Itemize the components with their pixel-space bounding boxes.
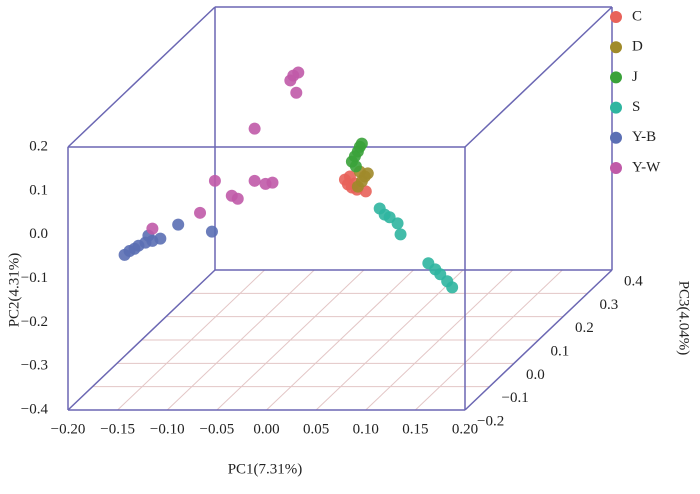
data-point — [290, 86, 303, 99]
y-axis-label: PC2(4.31%) — [6, 253, 22, 328]
z-tick-label: −0.2 — [477, 413, 504, 429]
legend-label: Y-W — [632, 159, 661, 175]
z-tick-label: 0.1 — [551, 343, 570, 359]
z-tick-label: 0.2 — [575, 320, 594, 336]
data-point — [248, 122, 261, 135]
data-point — [128, 242, 141, 255]
y-tick-label: −0.3 — [21, 358, 48, 374]
y-tick-label: 0.1 — [29, 182, 48, 198]
data-point — [391, 217, 404, 230]
legend-swatch — [610, 101, 622, 114]
y-tick-label: −0.1 — [21, 270, 48, 286]
x-tick-label: −0.05 — [200, 421, 235, 437]
data-point — [446, 281, 459, 294]
box-edge — [464, 6, 613, 148]
data-point — [284, 74, 297, 87]
data-point — [394, 228, 407, 241]
data-point — [361, 167, 374, 180]
data-point — [292, 66, 305, 79]
box-edge — [67, 6, 216, 148]
data-point — [146, 222, 159, 235]
data-point — [205, 225, 218, 238]
x-tick-label: −0.20 — [51, 421, 86, 437]
y-tick-label: 0.0 — [29, 226, 48, 242]
x-tick-label: 0.05 — [303, 421, 329, 437]
y-tick-label: 0.2 — [29, 138, 48, 154]
y-tick-label: −0.2 — [21, 314, 48, 330]
x-tick-label: 0.10 — [353, 421, 379, 437]
legend-label: Y-B — [632, 129, 656, 145]
x-tick-label: −0.10 — [150, 421, 185, 437]
z-tick-label: 0.4 — [624, 273, 643, 289]
data-point — [266, 176, 279, 189]
data-point — [194, 206, 207, 219]
box-edge — [464, 269, 613, 411]
x-axis-label: PC1(7.31%) — [228, 461, 303, 477]
legend-swatch — [610, 71, 622, 84]
x-tick-label: 0.00 — [253, 421, 279, 437]
x-tick-label: −0.15 — [100, 421, 135, 437]
z-tick-label: −0.1 — [502, 390, 529, 406]
legend-label: S — [632, 99, 640, 115]
x-tick-label: 0.15 — [402, 421, 428, 437]
legend-swatch — [610, 131, 622, 144]
x-tick-label: 0.20 — [452, 421, 478, 437]
y-tick-label: −0.4 — [21, 401, 49, 417]
legend-swatch — [610, 162, 622, 174]
data-point — [154, 232, 167, 245]
legend-label: C — [632, 8, 642, 24]
z-tick-label: 0.0 — [526, 367, 545, 383]
box-edge — [67, 269, 216, 411]
data-point — [231, 192, 244, 205]
z-tick-label: 0.3 — [600, 297, 619, 313]
data-point — [351, 180, 364, 193]
legend-swatch — [610, 41, 622, 54]
legend-label: D — [632, 39, 643, 55]
z-axis-label: PC3(4.04%) — [676, 281, 692, 356]
data-point — [172, 218, 185, 231]
data-point — [355, 137, 368, 150]
data-point — [349, 160, 362, 173]
data-point — [248, 174, 261, 187]
data-point — [208, 174, 221, 187]
legend-label: J — [632, 69, 638, 85]
legend-swatch — [610, 11, 622, 23]
